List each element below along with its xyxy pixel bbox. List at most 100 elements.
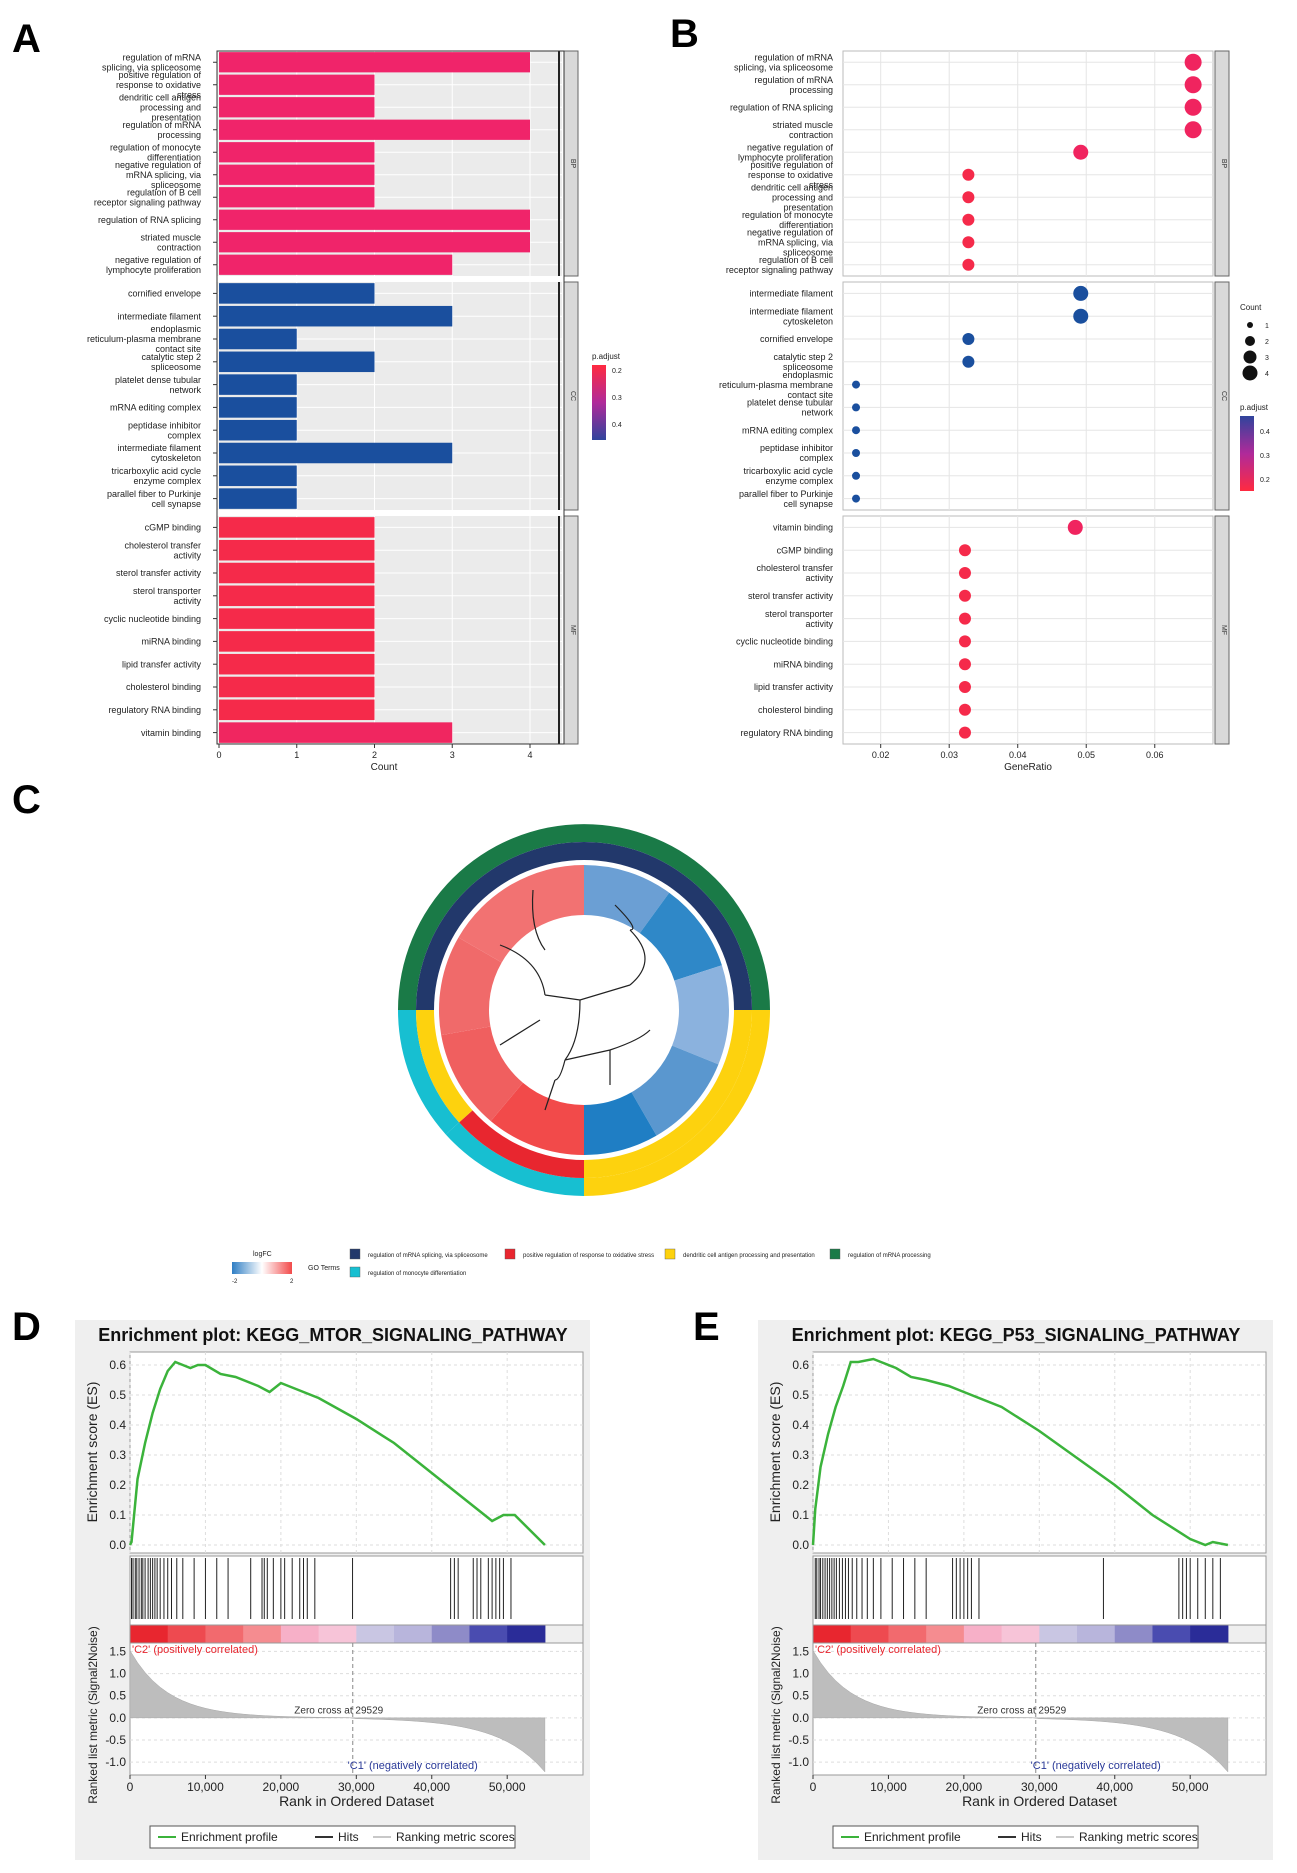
data-point [1073,285,1089,301]
legend-tick: 0.2 [612,368,622,375]
category-label: sterol transporter activity [133,586,202,606]
facet-strip-label: BP [569,159,576,169]
legend-label: Ranking metric scores [396,1830,515,1844]
y-tick-label: 0.1 [109,1508,126,1522]
facet-strip-label: MF [1220,625,1227,635]
panel-b-dot-plot: regulation of mRNA splicing, via spliceos… [719,50,1270,773]
plot-title: Enrichment plot: KEGG_P53_SIGNALING_PATH… [792,1325,1241,1345]
panel-d-enrichment-plot: Enrichment plot: KEGG_MTOR_SIGNALING_PAT… [75,1320,590,1860]
y-tick-label: 0.4 [792,1418,809,1432]
go-legend-title: GO Terms [308,1265,340,1272]
category-label: regulation of mRNA splicing, via spliceos… [102,52,201,72]
logfc-tick: 2 [290,1279,294,1285]
data-point [958,567,971,579]
logfc-segment [439,937,502,1036]
y-tick-label: 0.5 [109,1388,126,1402]
bar [219,442,453,464]
panel-label-d: D [12,1305,41,1349]
rank-color-segment [356,1625,395,1643]
go-ring-dendritic [584,1010,752,1178]
category-label: regulation of B cell receptor signaling p… [94,187,202,207]
go-ring-monocyte [398,1010,460,1135]
rank-color-segment [167,1625,206,1643]
category-label: positive regulation of response to oxidat… [748,160,834,190]
rank-color-segment [130,1625,169,1643]
y-tick-label: 0.3 [109,1448,126,1462]
category-label: regulation of monocyte differentiation [742,210,833,230]
category-label: intermediate filament cytoskeleton [117,443,201,463]
x-tick-label: 50,000 [1172,1780,1209,1794]
x-tick-label: 20,000 [263,1780,300,1794]
x-tick-label: 0.05 [1077,750,1095,760]
hits-panel [129,1555,584,1626]
category-label: intermediate filament cytoskeleton [749,306,833,326]
ranking-metric-area [812,1649,1229,1773]
category-label: cholesterol transfer activity [756,563,833,583]
dendrogram-branch [554,1059,566,1081]
ranking-metric-area [129,1649,546,1773]
go-legend-swatch [504,1248,516,1260]
panel-label-a: A [12,17,41,61]
x-tick-label: 0 [127,1780,134,1794]
logfc-segment [672,965,729,1065]
y-tick-label: 0.2 [109,1478,126,1492]
y-tick-label: 0.3 [792,1448,809,1462]
bar [219,631,375,652]
panel-label-e: E [693,1305,720,1349]
bar [219,119,530,140]
category-label: vitamin binding [773,523,833,533]
go-legend-swatch [349,1266,361,1278]
rank-color-segment [1077,1625,1116,1643]
bar [219,305,453,327]
x-tick-label: 0 [810,1780,817,1794]
logfc-color-bar [232,1262,292,1274]
size-legend-dot [1245,336,1255,346]
rank-color-segment [963,1625,1003,1643]
go-legend-label: regulation of mRNA processing [848,1253,931,1259]
y-axis-label: Enrichment score (ES) [767,1382,783,1523]
negative-label: 'C1' (negatively correlated) [1031,1760,1161,1772]
category-label: cholesterol binding [758,705,833,715]
dendrogram-branch [629,929,646,986]
panel-border [216,50,565,745]
go-ring-dendritic [416,1010,473,1123]
color-bar [1240,416,1254,491]
inner-disk [490,916,678,1104]
data-point [1184,76,1202,94]
x-axis-label: Rank in Ordered Dataset [962,1793,1117,1809]
data-point [958,726,971,739]
go-legend-swatch [349,1248,361,1260]
x-tick-label: 0.03 [940,750,958,760]
y-axis-label: Enrichment score (ES) [84,1382,100,1523]
bar [219,283,375,304]
rank-color-segment [318,1625,357,1643]
plot-title: Enrichment plot: KEGG_MTOR_SIGNALING_PAT… [98,1325,567,1345]
enrichment-profile-line [811,1357,1229,1547]
legend-title: p.adjust [592,352,621,361]
bar [219,232,530,253]
size-legend-dot [1242,365,1258,381]
category-label: negative regulation of lymphocyte prolife… [106,255,202,275]
logfc-segment [584,1092,657,1155]
data-point [852,471,861,480]
metric-tick-label: 1.5 [792,1644,809,1658]
category-label: sterol transfer activity [116,568,202,578]
category-label: endoplasmic reticulum-plasma membrane cont… [87,324,202,354]
category-label: regulation of monocyte differentiation [110,142,201,162]
legend-label: Ranking metric scores [1079,1830,1198,1844]
go-legend-label: regulation of monocyte differentiation [368,1271,466,1277]
data-point [962,213,975,226]
size-legend-label: 4 [1265,371,1269,378]
logfc-segment [631,1045,719,1136]
rank-color-segment [1152,1625,1191,1643]
category-label: cholesterol binding [126,682,201,692]
legend-label: Hits [1021,1830,1042,1844]
x-tick-label: 3 [450,750,455,760]
rank-color-segment [1001,1625,1040,1643]
rank-color-segment [888,1625,927,1643]
category-label: sterol transporter activity [765,609,834,629]
dendrogram-branch [614,904,634,931]
data-point [958,544,971,557]
category-label: endoplasmic reticulum-plasma membrane cont… [719,370,834,400]
